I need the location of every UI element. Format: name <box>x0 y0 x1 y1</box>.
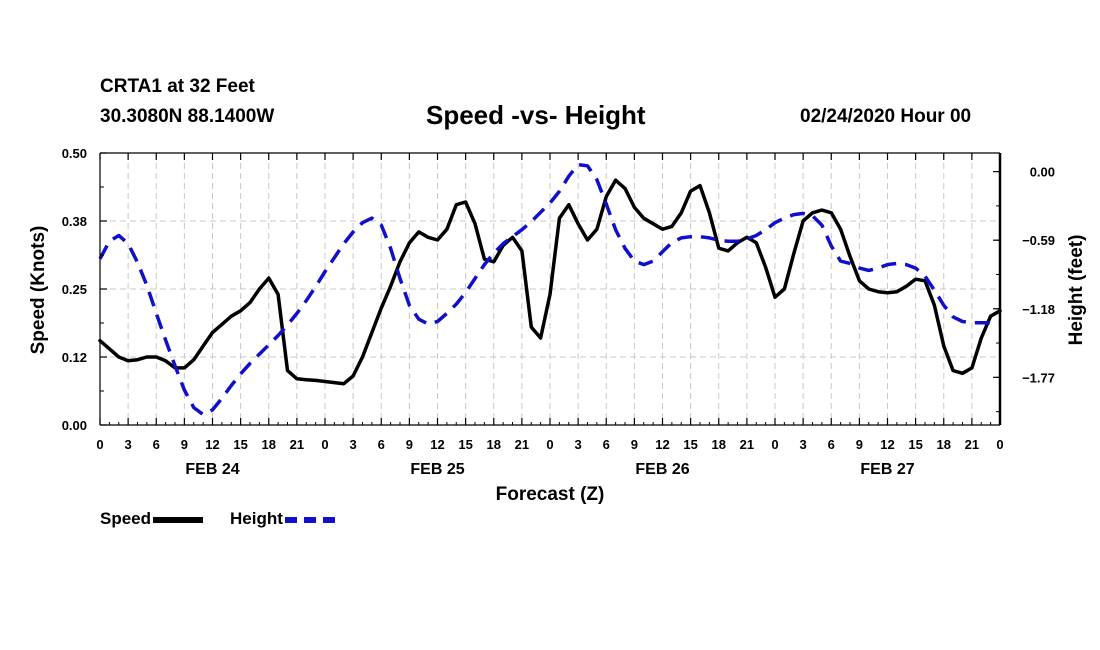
legend-speed: Speed <box>100 509 204 529</box>
y2-tick-label: 0.00 <box>1030 165 1055 180</box>
x-tick-label: 15 <box>683 437 697 452</box>
x-tick-label: 3 <box>350 437 357 452</box>
x-tick-label: 6 <box>153 437 160 452</box>
x-tick-label: 6 <box>603 437 610 452</box>
series-lines <box>98 162 1002 417</box>
y-tick-label: 0.38 <box>62 214 87 229</box>
x-tick-label: 12 <box>205 437 219 452</box>
forecast-datestamp: 02/24/2020 Hour 00 <box>800 106 972 127</box>
x-tick-label: 21 <box>290 437 304 452</box>
x-tick-label: 3 <box>800 437 807 452</box>
x-tick-label: 3 <box>125 437 132 452</box>
legend-height-label: Height <box>230 509 283 528</box>
y2-tick-label: −0.59 <box>1022 233 1055 248</box>
y2-tick-label: −1.77 <box>1022 370 1055 385</box>
legend-height-swatch <box>284 516 335 523</box>
y-tick-label: 0.12 <box>62 350 87 365</box>
series-line-height <box>98 162 1000 417</box>
y2-axis-title: Height (feet) <box>1066 235 1087 346</box>
y-axis-title: Speed (Knots) <box>28 226 49 355</box>
coordinates-label: 30.3080N 88.1400W <box>100 106 275 127</box>
x-tick-label: 12 <box>655 437 669 452</box>
x-tick-label: 0 <box>996 437 1003 452</box>
x-tick-label: 18 <box>712 437 726 452</box>
x-tick-label: 6 <box>828 437 835 452</box>
chart-title: Speed -vs- Height <box>426 100 646 130</box>
y-tick-label: 0.25 <box>62 282 87 297</box>
x-tick-label: 18 <box>487 437 501 452</box>
x-tick-label: 12 <box>880 437 894 452</box>
legend-height: Height <box>230 509 335 529</box>
station-label: CRTA1 at 32 Feet <box>100 76 255 97</box>
x-tick-label: 9 <box>406 437 413 452</box>
y-tick-label: 0.50 <box>62 146 87 161</box>
legend-speed-label: Speed <box>100 509 152 528</box>
x-tick-label: 15 <box>458 437 472 452</box>
legend-speed-swatch <box>153 516 204 523</box>
x-tick-label: 9 <box>181 437 188 452</box>
x-tick-label: 9 <box>856 437 863 452</box>
x-tick-label: 6 <box>378 437 385 452</box>
x-axis-title: Forecast (Z) <box>496 484 605 505</box>
y-tick-label: 0.00 <box>62 418 87 433</box>
x-tick-label: 0 <box>546 437 553 452</box>
x-tick-label: 3 <box>575 437 582 452</box>
y2-tick-label: −1.18 <box>1022 302 1055 317</box>
x-tick-label: 21 <box>965 437 979 452</box>
x-tick-label: 0 <box>96 437 103 452</box>
day-label: FEB 27 <box>860 461 914 478</box>
x-tick-label: 12 <box>430 437 444 452</box>
x-tick-label: 18 <box>262 437 276 452</box>
day-label: FEB 26 <box>635 461 689 478</box>
x-tick-label: 15 <box>233 437 247 452</box>
x-tick-label: 9 <box>631 437 638 452</box>
plot-frame <box>99 152 1002 426</box>
axis-labels: 0 3 6 9 12 15 18 21 0 3 6 9 12 15 18 21 0 3 6 9 12 15 18 21 0 3 6 9… <box>28 146 1087 505</box>
x-tick-label: 21 <box>740 437 754 452</box>
series-line-speed <box>98 178 1002 386</box>
day-label: FEB 24 <box>185 461 239 478</box>
x-tick-label: 0 <box>321 437 328 452</box>
day-label: FEB 25 <box>410 461 464 478</box>
x-tick-label: 15 <box>908 437 922 452</box>
x-tick-label: 0 <box>771 437 778 452</box>
x-tick-label: 21 <box>515 437 529 452</box>
x-tick-label: 18 <box>937 437 951 452</box>
